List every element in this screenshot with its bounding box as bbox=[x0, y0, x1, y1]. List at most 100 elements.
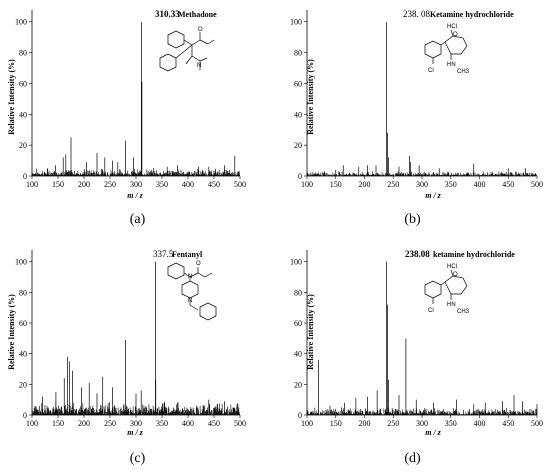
y-tick-label: 40 bbox=[19, 110, 27, 119]
x-tick-label: 450 bbox=[208, 180, 220, 189]
compound-name: ketamine hydrochloride bbox=[433, 250, 515, 259]
y-axis-label: Relative Intensity (%) bbox=[7, 294, 16, 370]
y-tick-label: 100 bbox=[290, 258, 302, 267]
y-tick-label: 20 bbox=[19, 141, 27, 150]
structure-atom-label: N bbox=[188, 298, 192, 304]
x-tick-label: 300 bbox=[416, 419, 428, 428]
x-tick-label: 400 bbox=[182, 419, 194, 428]
y-axis-label: Relative Intensity (%) bbox=[306, 59, 315, 135]
x-tick-label: 150 bbox=[52, 180, 64, 189]
noise-trace bbox=[306, 171, 537, 177]
base-peak-label: 310.33 bbox=[155, 9, 180, 19]
x-tick-label: 250 bbox=[387, 180, 399, 189]
x-tick-label: 150 bbox=[330, 419, 342, 428]
plot-area: 100 150 200 250 300 350 400 450 500 0 20 40 60 80 100 bbox=[290, 250, 543, 428]
y-tick-label: 60 bbox=[19, 79, 27, 88]
molecule-structure bbox=[167, 262, 217, 321]
structure-atom-label: N bbox=[188, 274, 192, 280]
spectrum-panel-a: Relative Intensity (%) m / z 310.33 Meth… bbox=[0, 0, 275, 237]
x-tick-label: 500 bbox=[234, 419, 246, 428]
structure-atom-label: CH3 bbox=[457, 309, 470, 315]
structure-atom-label: HN bbox=[447, 62, 456, 68]
molecule-structure bbox=[159, 30, 215, 72]
spectrum-panel-b: Relative Intensity (%) m / z 238. 08 Ket… bbox=[275, 0, 550, 237]
spectrum-b-svg: Relative Intensity (%) m / z 238. 08 Ket… bbox=[290, 9, 543, 200]
plot-area: 100 150 200 250 300 350 400 450 500 0 20 40 60 80 100 bbox=[290, 10, 543, 189]
x-axis-label: m / z bbox=[425, 191, 441, 200]
x-axis-label: m / z bbox=[425, 428, 441, 437]
compound-name: Methadone bbox=[178, 10, 217, 19]
y-axis-label: Relative Intensity (%) bbox=[306, 294, 315, 370]
spectrum-panel-d: Relative Intensity (%) m / z 238.08 keta… bbox=[275, 237, 550, 474]
panel-caption-a: (a) bbox=[129, 212, 146, 227]
molecule-structure bbox=[424, 29, 468, 64]
y-axis-label: Relative Intensity (%) bbox=[7, 59, 16, 135]
x-tick-label: 300 bbox=[130, 180, 142, 189]
plot-area: 100 150 200 250 300 350 400 450 500 0 20 40 60 80 100 bbox=[15, 10, 246, 189]
y-tick-label: 60 bbox=[19, 319, 27, 328]
structure-atom-label: HCl bbox=[447, 264, 457, 270]
x-tick-label: 450 bbox=[502, 180, 514, 189]
compound-name: Ketamine hydrochloride bbox=[430, 10, 514, 19]
x-tick-label: 350 bbox=[156, 419, 168, 428]
y-tick-label: 60 bbox=[294, 319, 302, 328]
y-tick-label: 0 bbox=[298, 172, 302, 181]
x-tick-label: 100 bbox=[301, 180, 313, 189]
panel-caption-c: (c) bbox=[129, 451, 146, 466]
x-tick-label: 400 bbox=[474, 180, 486, 189]
compound-name: Fentanyl bbox=[172, 250, 203, 259]
y-tick-label: 100 bbox=[15, 258, 27, 267]
panel-caption-b: (b) bbox=[404, 212, 421, 227]
structure-atom-label: O bbox=[453, 32, 458, 38]
x-tick-label: 350 bbox=[156, 180, 168, 189]
x-tick-label: 450 bbox=[208, 419, 220, 428]
x-tick-label: 450 bbox=[502, 419, 514, 428]
base-peak-label: 337.5 bbox=[153, 249, 174, 259]
y-tick-label: 80 bbox=[294, 288, 302, 297]
structure-atom-label: O bbox=[453, 272, 458, 278]
structure-atom-label: HN bbox=[447, 302, 456, 308]
base-peak-label: 238.08 bbox=[405, 249, 430, 259]
x-tick-label: 400 bbox=[474, 419, 486, 428]
spectrum-a-svg: Relative Intensity (%) m / z 310.33 Meth… bbox=[7, 9, 246, 200]
x-tick-label: 150 bbox=[52, 419, 64, 428]
structure-atom-label: HCl bbox=[447, 24, 457, 30]
y-tick-label: 60 bbox=[294, 79, 302, 88]
structure-atom-label: N bbox=[197, 63, 201, 69]
x-tick-label: 500 bbox=[531, 180, 543, 189]
x-axis-label: m / z bbox=[127, 191, 143, 200]
x-tick-label: 250 bbox=[387, 419, 399, 428]
x-tick-label: 200 bbox=[359, 180, 371, 189]
spectrum-panel-c: Relative Intensity (%) m / z 337.5 Fenta… bbox=[0, 237, 275, 474]
spectrum-c-svg: Relative Intensity (%) m / z 337.5 Fenta… bbox=[7, 249, 246, 437]
spectrum-d-svg: Relative Intensity (%) m / z 238.08 keta… bbox=[290, 249, 543, 437]
x-tick-label: 250 bbox=[104, 419, 116, 428]
y-tick-label: 20 bbox=[294, 141, 302, 150]
y-tick-label: 20 bbox=[294, 380, 302, 389]
y-tick-label: 0 bbox=[298, 411, 302, 420]
y-tick-label: 0 bbox=[23, 411, 27, 420]
plot-area: 100 150 200 250 300 350 400 450 500 0 20 40 60 80 100 bbox=[15, 250, 246, 428]
structure-atom-label: CH3 bbox=[457, 69, 470, 75]
y-tick-label: 80 bbox=[19, 49, 27, 58]
x-axis-label: m / z bbox=[127, 428, 143, 437]
x-tick-label: 500 bbox=[531, 419, 543, 428]
y-tick-label: 80 bbox=[19, 288, 27, 297]
x-tick-label: 350 bbox=[445, 180, 457, 189]
x-tick-label: 100 bbox=[301, 419, 313, 428]
x-tick-label: 100 bbox=[26, 180, 38, 189]
x-tick-label: 300 bbox=[416, 180, 428, 189]
structure-atom-label: Cl bbox=[428, 68, 434, 74]
x-tick-label: 100 bbox=[26, 419, 38, 428]
structure-atom-label: O bbox=[196, 261, 201, 267]
y-tick-label: 40 bbox=[294, 110, 302, 119]
x-tick-label: 250 bbox=[104, 180, 116, 189]
y-tick-label: 100 bbox=[290, 18, 302, 27]
noise-trace bbox=[31, 168, 240, 177]
y-tick-label: 100 bbox=[15, 18, 27, 27]
y-tick-label: 40 bbox=[19, 350, 27, 359]
y-tick-label: 80 bbox=[294, 49, 302, 58]
y-tick-label: 0 bbox=[23, 172, 27, 181]
x-tick-label: 200 bbox=[78, 419, 90, 428]
x-tick-label: 200 bbox=[78, 180, 90, 189]
